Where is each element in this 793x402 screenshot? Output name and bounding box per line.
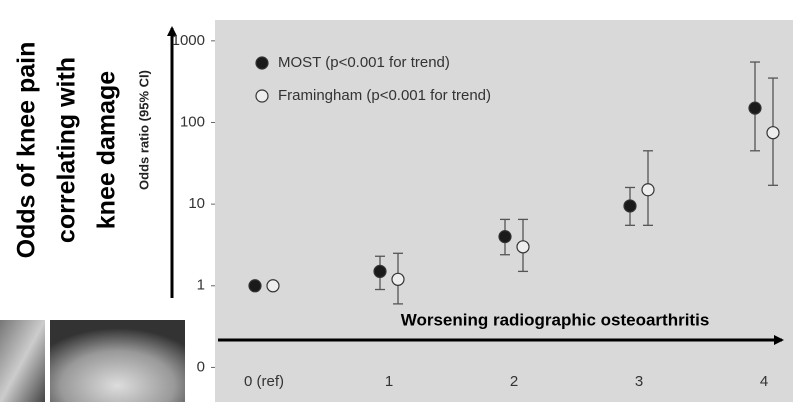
x-tick-label: 2 [510,373,518,390]
y-annotation: knee damage [93,71,121,230]
legend-marker [255,89,269,103]
y-annotation: correlating with [53,57,81,243]
y-tick-label: 10 [188,195,205,212]
xray-image [50,320,185,402]
point [641,183,655,197]
plot-area [215,20,793,402]
y-axis-label: Odds ratio (95% CI) [136,70,151,190]
point [391,272,405,286]
legend-label: Framingham (p<0.001 for trend) [278,87,491,104]
point [516,240,530,254]
point [248,279,262,293]
legend-marker [255,56,269,70]
point [498,230,512,244]
point [748,101,762,115]
x-tick-label: 0 (ref) [244,373,284,390]
point [266,279,280,293]
y-tick-label: 100 [180,113,205,130]
x-tick-label: 1 [385,373,393,390]
y-tick-label: 0 [197,358,205,375]
point [766,126,780,140]
y-annotation: Odds of knee pain [13,42,41,259]
legend-label: MOST (p<0.001 for trend) [278,54,450,71]
xray-image [0,320,45,402]
x-tick-label: 3 [635,373,643,390]
x-annotation: Worsening radiographic osteoarthritis [401,310,710,329]
point [623,199,637,213]
y-tick-label: 1 [197,277,205,294]
y-tick-label: 1000 [172,32,205,49]
x-tick-label: 4 [760,373,768,390]
point [373,264,387,279]
